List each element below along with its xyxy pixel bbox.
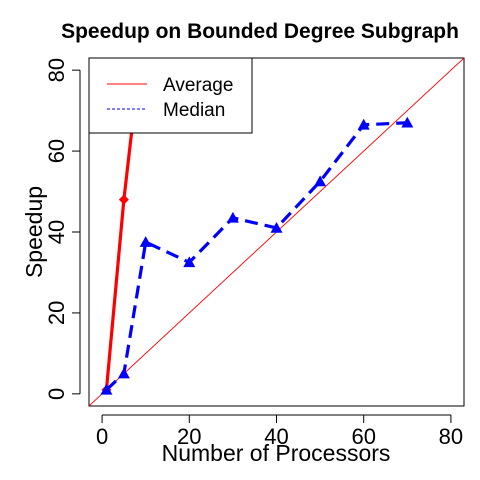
plot-frame bbox=[88, 57, 465, 407]
x-tick-label: 20 bbox=[177, 424, 201, 449]
series-median bbox=[100, 116, 414, 395]
legend-label-average: Average bbox=[163, 75, 233, 96]
legend-box bbox=[88, 57, 253, 134]
y-tick-label: 0 bbox=[44, 388, 69, 400]
x-tick-label: 40 bbox=[264, 424, 288, 449]
legend-label-median: Median bbox=[163, 100, 225, 121]
series-point-average bbox=[118, 194, 129, 205]
x-axis-label: Number of Processors bbox=[162, 440, 391, 466]
y-tick-label: 80 bbox=[44, 58, 69, 82]
x-tick-label: 80 bbox=[439, 424, 463, 449]
series-point-median bbox=[139, 236, 152, 247]
series-point-average bbox=[141, 4, 151, 14]
y-tick-label: 20 bbox=[44, 301, 69, 325]
y-tick-label: 60 bbox=[44, 139, 69, 163]
x-tick-label: 60 bbox=[351, 424, 375, 449]
series-point-median bbox=[357, 118, 370, 130]
series-point-median bbox=[401, 116, 414, 128]
y-tick-label: 40 bbox=[44, 220, 69, 244]
y-axis: 0 20 40 60 80 bbox=[44, 58, 81, 400]
series-point-median bbox=[270, 221, 283, 233]
series-point-median bbox=[226, 211, 239, 223]
series-point-median bbox=[314, 175, 327, 187]
x-axis: 0 20 40 60 80 bbox=[96, 414, 463, 449]
legend: Average Median bbox=[88, 57, 253, 134]
series-line-median bbox=[105, 121, 408, 391]
series-point-median bbox=[117, 367, 130, 379]
series-point-median bbox=[183, 256, 196, 268]
y-axis-label: Speedup bbox=[21, 186, 47, 278]
x-tick-label: 0 bbox=[96, 424, 108, 449]
chart-title: Speedup on Bounded Degree Subgraph bbox=[61, 20, 459, 43]
series-point-median bbox=[100, 383, 113, 395]
